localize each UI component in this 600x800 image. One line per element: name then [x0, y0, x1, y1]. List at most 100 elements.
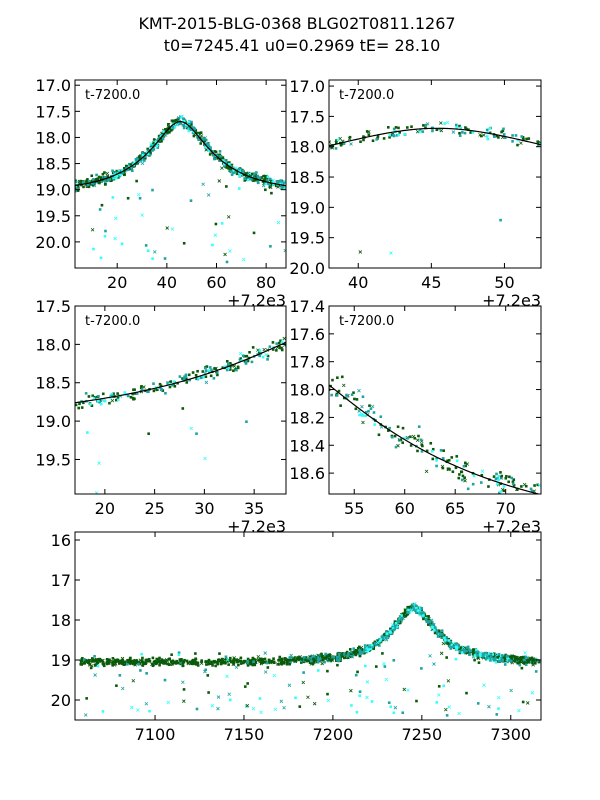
x-tick-label: 60 — [395, 499, 415, 518]
data-point — [182, 660, 186, 664]
data-point — [537, 144, 540, 147]
data-point — [101, 392, 105, 396]
data-point — [225, 359, 229, 363]
data-point — [203, 669, 207, 674]
x-tick-label: 55 — [344, 499, 364, 518]
data-point — [183, 375, 186, 378]
data-point — [190, 125, 193, 129]
data-point — [152, 250, 157, 254]
data-point — [341, 142, 344, 146]
data-point — [471, 482, 475, 486]
data-point — [194, 373, 198, 377]
x-tick-label: 80 — [256, 273, 276, 292]
data-point — [363, 648, 367, 651]
data-point — [497, 474, 501, 478]
data-point — [455, 459, 459, 463]
data-point — [494, 655, 498, 659]
data-point — [336, 663, 339, 667]
data-point — [468, 649, 472, 653]
data-point — [85, 697, 88, 700]
data-point — [364, 649, 368, 653]
data-point — [441, 633, 444, 636]
data-point — [499, 490, 503, 493]
x-offset-label: +7.2e3 — [227, 291, 286, 310]
data-point — [388, 133, 392, 137]
data-point — [207, 369, 211, 372]
x-tick-label: 25 — [144, 499, 164, 518]
data-point — [182, 699, 186, 703]
data-point — [140, 652, 143, 656]
x-tick-label: 35 — [244, 499, 264, 518]
data-point — [281, 659, 286, 664]
y-tick-label: 18.4 — [289, 436, 325, 455]
data-point — [312, 661, 316, 664]
data-point — [243, 177, 246, 180]
data-point — [326, 698, 331, 703]
data-point — [454, 466, 458, 470]
data-point — [215, 154, 219, 158]
data-point — [448, 467, 451, 471]
data-point — [320, 655, 324, 658]
data-point — [140, 660, 144, 664]
data-point — [192, 134, 196, 138]
data-point — [521, 660, 526, 665]
data-point — [100, 176, 104, 179]
data-point — [229, 656, 232, 660]
data-point — [397, 133, 400, 137]
data-point — [126, 662, 129, 666]
data-point — [188, 127, 192, 131]
data-point — [253, 172, 256, 176]
data-point — [211, 664, 214, 667]
data-point — [164, 658, 169, 662]
data-point — [392, 127, 396, 131]
data-point — [258, 176, 262, 179]
data-point — [270, 191, 273, 195]
data-point — [499, 218, 502, 222]
data-point — [180, 660, 184, 663]
data-point — [355, 398, 359, 401]
data-point — [110, 392, 114, 396]
data-point — [113, 236, 117, 241]
data-point — [530, 656, 534, 660]
data-point — [455, 126, 458, 129]
data-point — [182, 241, 186, 245]
data-point — [280, 657, 284, 661]
data-point — [152, 148, 156, 151]
data-point — [432, 662, 436, 666]
data-point — [316, 669, 320, 672]
data-point — [268, 184, 272, 187]
data-point — [356, 670, 359, 674]
data-point — [232, 168, 235, 172]
data-point — [461, 645, 466, 650]
data-point — [117, 176, 120, 179]
data-point — [143, 159, 146, 162]
data-point — [257, 176, 260, 180]
data-point — [345, 651, 349, 655]
data-point — [81, 181, 85, 184]
data-point — [139, 158, 143, 162]
data-point — [105, 658, 109, 661]
data-point — [262, 174, 265, 178]
data-point — [353, 397, 356, 401]
data-point — [524, 663, 528, 666]
data-point — [447, 639, 451, 642]
data-point — [349, 688, 353, 693]
data-point — [522, 658, 526, 661]
data-point — [125, 393, 129, 397]
data-point — [210, 662, 213, 665]
data-point — [502, 127, 505, 131]
data-point — [392, 628, 396, 632]
data-point — [310, 656, 313, 660]
data-point — [211, 243, 214, 247]
data-point — [360, 404, 364, 409]
data-point — [433, 628, 436, 632]
data-point — [363, 414, 367, 418]
data-point — [420, 606, 424, 610]
data-point — [488, 131, 492, 135]
data-point — [123, 660, 127, 664]
data-point — [245, 420, 248, 424]
data-point — [89, 666, 93, 670]
data-point — [336, 376, 339, 379]
data-point — [401, 711, 405, 715]
data-point — [238, 351, 243, 356]
